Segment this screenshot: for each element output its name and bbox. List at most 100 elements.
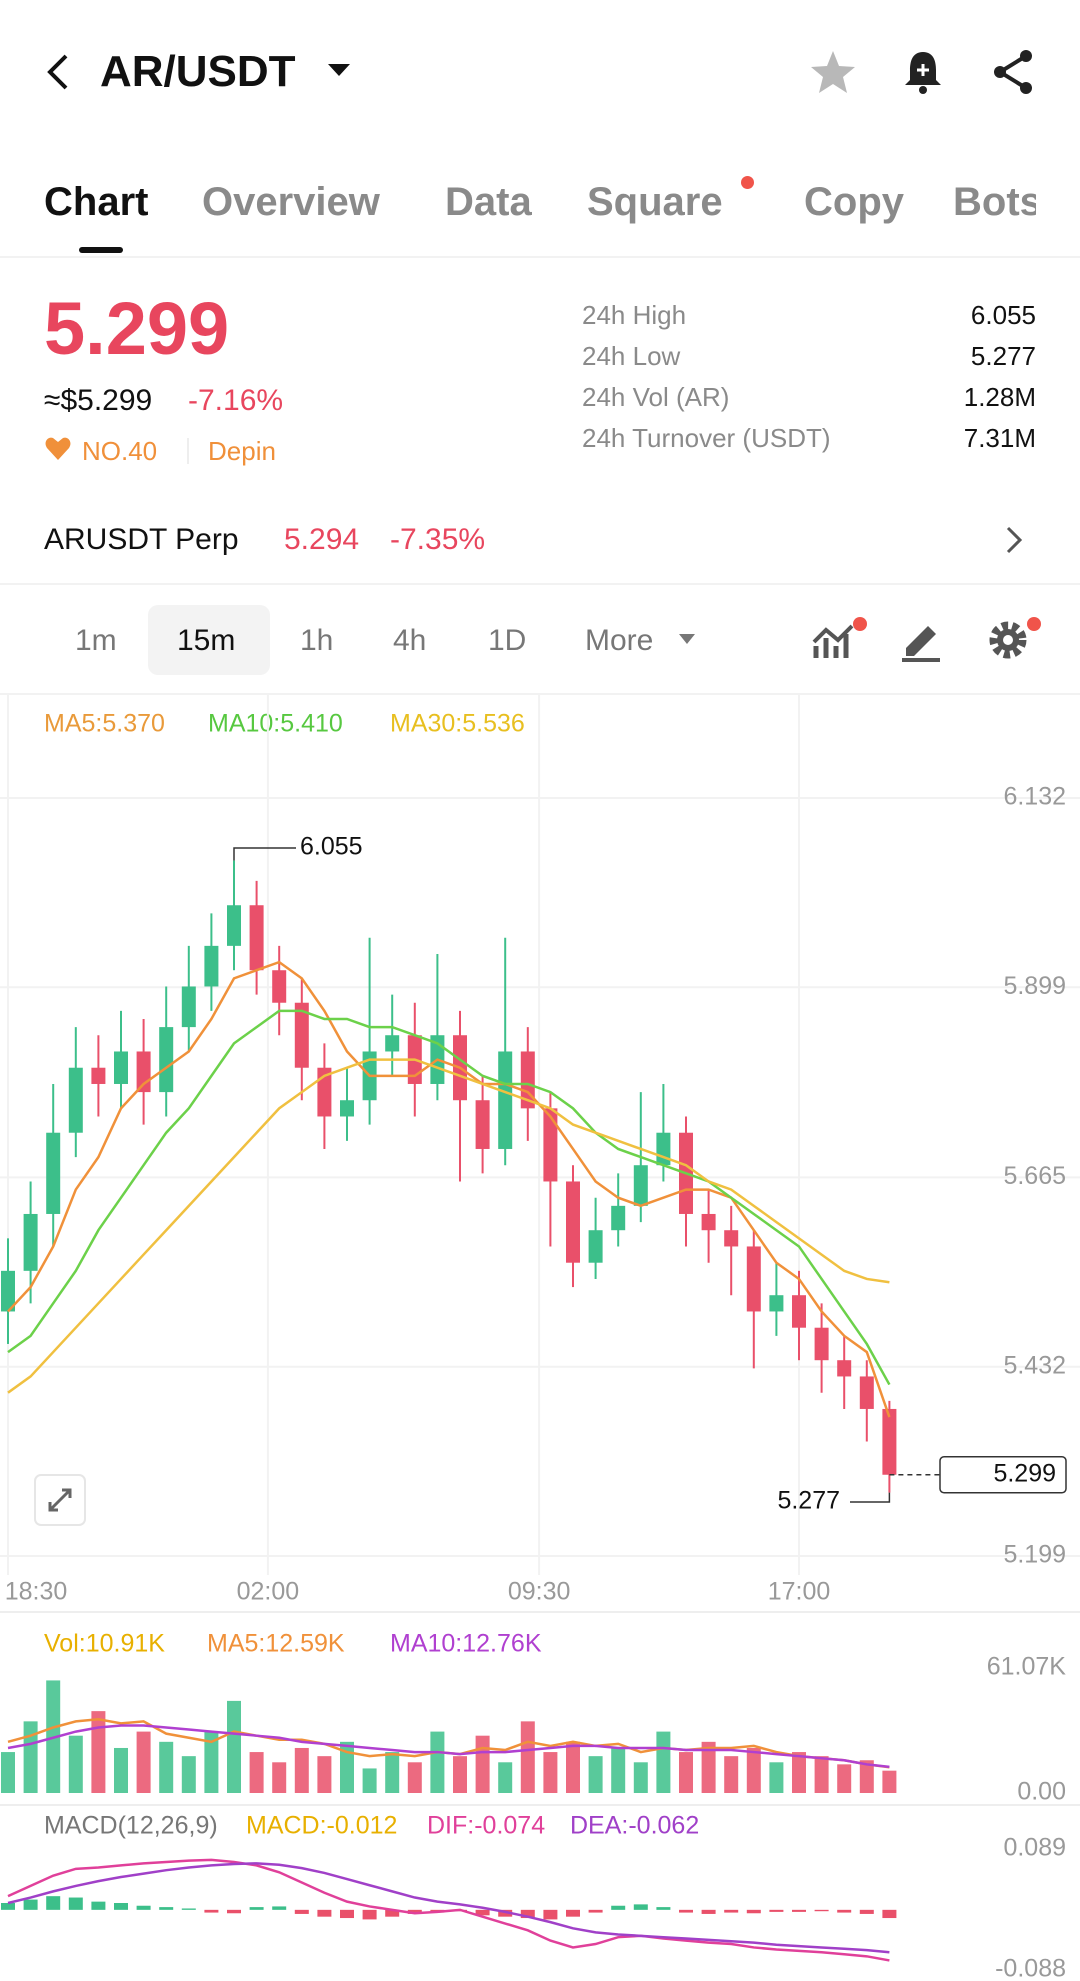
volume-bar (430, 1731, 445, 1793)
stat-label: 24h Vol (AR) (582, 382, 730, 412)
volume-bar (769, 1762, 784, 1793)
candle-body (294, 1002, 309, 1068)
tab[interactable]: Data (445, 180, 532, 224)
candle-body (114, 1051, 128, 1084)
stat-label: 24h Low (582, 341, 681, 371)
tab[interactable]: Overview (202, 180, 380, 224)
tab[interactable]: Copy (804, 180, 904, 224)
macd-bar (204, 1909, 219, 1913)
macd-bar (520, 1909, 535, 1919)
volume-bar (520, 1721, 535, 1793)
macd-bar (181, 1908, 196, 1910)
high-label: 6.055 (300, 833, 363, 861)
sector-tag[interactable]: Depin (208, 436, 276, 466)
macd-bar (859, 1909, 874, 1914)
current-price-box (939, 1456, 1067, 1494)
candle-body (724, 1230, 739, 1247)
dropdown-icon[interactable] (326, 62, 352, 78)
interval[interactable]: 1m (75, 624, 117, 657)
pair-title[interactable]: AR/USDT (100, 47, 296, 96)
legend-dea: DEA:-0.062 (570, 1812, 699, 1840)
star-icon[interactable] (808, 48, 858, 96)
y-tick-label: 5.899 (1003, 972, 1066, 1000)
alert-icon[interactable] (900, 48, 946, 96)
candle-body (159, 1027, 174, 1093)
volume-bar (746, 1747, 761, 1793)
candle-body (588, 1230, 603, 1263)
interval[interactable]: 1D (488, 624, 527, 657)
tab[interactable]: Bots (953, 180, 1036, 224)
tab-clip: Bots (953, 176, 1036, 232)
indicator-icon[interactable] (812, 616, 868, 662)
macd-bar (724, 1909, 739, 1913)
dropdown-icon[interactable] (678, 633, 696, 645)
chevron-icon[interactable] (1004, 524, 1024, 556)
price-change: -7.16% (188, 384, 284, 417)
x-tick-label: 09:30 (508, 1578, 571, 1606)
candle-body (91, 1067, 106, 1084)
candle-body (543, 1108, 558, 1182)
macd-bar (23, 1899, 38, 1910)
candle-body (340, 1100, 354, 1117)
macd-bar (656, 1907, 671, 1910)
macd-bar (792, 1909, 806, 1912)
tab[interactable]: Chart (44, 180, 149, 224)
macd-bar (882, 1909, 897, 1919)
volume-bar (136, 1731, 151, 1793)
macd-bar (611, 1905, 626, 1910)
y-tick-label: 0.089 (1003, 1834, 1066, 1862)
tab[interactable]: Square (587, 180, 723, 224)
macd-bar (294, 1909, 309, 1914)
candle-body (227, 905, 241, 946)
legend-vol-ma10: MA10:12.76K (390, 1630, 542, 1658)
interval[interactable]: 4h (393, 624, 427, 657)
volume-bar (181, 1756, 196, 1793)
volume-bar (385, 1752, 400, 1793)
divider (0, 256, 1080, 258)
volume-bar (362, 1768, 377, 1793)
volume-bar (588, 1756, 603, 1793)
interval[interactable]: 1h (300, 624, 334, 657)
macd-bar (701, 1909, 716, 1914)
volume-bar (498, 1762, 513, 1793)
candle-body (475, 1100, 490, 1149)
volume-bar (227, 1700, 241, 1793)
expand-icon (48, 1488, 72, 1512)
macd-bar (317, 1909, 332, 1917)
volume-bar (543, 1752, 558, 1793)
y-tick-label: 5.665 (1003, 1162, 1066, 1190)
candle-body (656, 1132, 671, 1166)
legend-vol-ma5: MA5:12.59K (207, 1630, 345, 1658)
volume-bar (204, 1731, 219, 1793)
macd-bar (159, 1907, 174, 1910)
candle-body (1, 1270, 15, 1312)
volume-bar (1, 1752, 15, 1793)
volume-bar (701, 1741, 716, 1793)
candle-body (792, 1295, 806, 1328)
draw-icon[interactable] (900, 618, 944, 662)
interval[interactable]: More (585, 624, 654, 657)
perp-name[interactable]: ARUSDT Perp (44, 523, 239, 556)
stat-value: 5.277 (970, 341, 1036, 371)
back-icon[interactable] (44, 52, 74, 92)
macd-bar (407, 1909, 422, 1914)
macd-bar (46, 1896, 61, 1910)
stat-label: 24h High (582, 300, 687, 330)
macd-bar (362, 1909, 377, 1920)
macd-bar (91, 1901, 106, 1910)
volume-bar (633, 1762, 648, 1793)
candle-body (68, 1067, 83, 1133)
volume-bar (814, 1756, 829, 1793)
macd-bar (679, 1909, 693, 1913)
volume-bar (159, 1741, 174, 1793)
candle-body (136, 1051, 151, 1093)
interval[interactable]: 15m (177, 624, 236, 657)
settings-icon[interactable] (988, 614, 1044, 662)
y-tick-label: 61.07K (987, 1653, 1067, 1681)
volume-bar (407, 1762, 422, 1793)
candle-body (249, 905, 264, 971)
share-icon[interactable] (990, 48, 1036, 96)
stat-label: 24h Turnover (USDT) (582, 423, 831, 453)
macd-bar (340, 1909, 354, 1919)
